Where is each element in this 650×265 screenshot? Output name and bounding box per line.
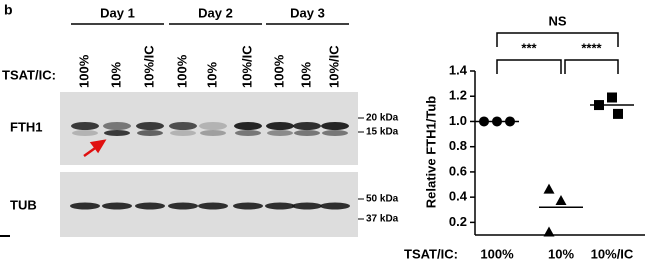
panel-label: b [4,2,13,18]
y-tick-label: 0.2 [449,214,467,229]
lane-label: 10%/IC [239,45,254,88]
band [294,130,320,136]
band [200,130,226,136]
band [70,202,100,210]
blot-label: TUB [10,197,37,212]
band [104,130,130,136]
band [136,122,164,130]
blot-label: FTH1 [10,119,43,134]
y-tick-label: 1.4 [449,62,468,77]
band [170,130,196,136]
band [320,202,350,210]
x-tick-label: 10%/IC [591,246,634,261]
y-tick-label: 0.6 [449,163,467,178]
y-tick-label: 1.2 [449,88,467,103]
y-tick-label: 0.8 [449,138,467,153]
x-axis-label: TSAT/IC: [404,246,458,261]
point [555,194,567,205]
band [322,130,348,136]
lane-label: 10% [204,62,219,88]
size-marker: 20 kDa [366,113,399,124]
point [492,116,502,127]
band [199,122,227,130]
arrow [83,139,107,158]
day-label: Day 3 [290,5,325,20]
band [71,122,99,130]
band [72,130,98,136]
y-tick-label: 1.0 [449,113,467,128]
lane-label: 10% [108,62,123,88]
band [266,122,294,130]
band [233,202,263,210]
row-label: TSAT/IC: [2,67,56,82]
y-axis-label: Relative FTH1/Tub [423,96,438,209]
lane-label: 10%/IC [326,45,341,88]
bracket [564,59,619,74]
band [137,130,163,136]
band [135,202,165,210]
point [613,108,623,119]
x-tick-label: 100% [480,246,514,261]
point [505,116,515,127]
band [198,202,228,210]
band [321,122,349,130]
size-marker: 50 kDa [366,194,399,205]
band [293,122,321,130]
point [543,183,555,194]
band [102,202,132,210]
bracket [496,59,562,74]
band [235,130,261,136]
band [168,202,198,210]
lane-label: 10%/IC [141,45,156,88]
band [265,202,295,210]
size-marker: 37 kDa [366,214,399,225]
lane-label: 100% [76,54,91,88]
lane-label: 100% [174,54,189,88]
point [479,116,489,127]
band [169,122,197,130]
x-tick-label: 10% [548,246,574,261]
band [234,122,262,130]
band [292,202,322,210]
lane-label: 100% [271,54,286,88]
point [543,226,555,237]
significance-label: **** [581,40,602,55]
band [103,122,131,130]
day-label: Day 1 [100,5,135,20]
y-tick-label: 0.4 [449,189,468,204]
point [594,100,604,111]
point [607,92,617,103]
bracket [496,32,619,47]
band [267,130,293,136]
significance-label: *** [521,40,537,55]
size-marker: 15 kDa [366,127,399,138]
day-label: Day 2 [198,5,233,20]
lane-label: 10% [298,62,313,88]
significance-label: NS [548,13,566,28]
